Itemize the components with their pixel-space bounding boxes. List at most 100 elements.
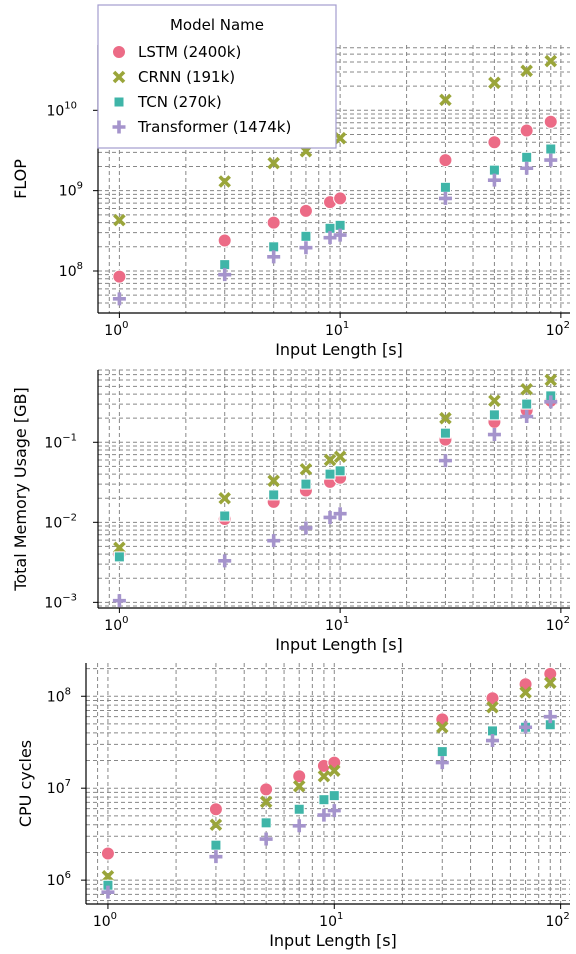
data-point: [219, 510, 231, 522]
data-point: [487, 135, 502, 150]
data-point: [544, 153, 558, 167]
data-point: [436, 720, 449, 734]
data-point: [209, 818, 223, 832]
data-point: [436, 746, 448, 758]
data-point: [544, 54, 558, 68]
chart-panel-2: 100 101 102 10−3 10−2 10−1 Input Length [s] Tot…: [11, 369, 570, 654]
data-point: [488, 409, 500, 421]
data-point: [520, 161, 534, 175]
data-point: [520, 64, 533, 78]
legend-entries: LSTM (2400k) CRNN (191k) TCN (270k) Transfo…: [112, 43, 291, 136]
data-point: [488, 394, 501, 408]
data-point: [209, 850, 223, 864]
y-tick-label: 10−2: [44, 512, 77, 531]
data-point: [519, 686, 532, 699]
data-point: [219, 259, 231, 271]
x-tick-label: 100: [104, 615, 128, 634]
data-point: [101, 870, 115, 883]
data-point: [438, 153, 453, 168]
series-crnn: [113, 373, 558, 555]
y-tick-label: 106: [47, 870, 71, 889]
data-point: [298, 203, 313, 218]
legend-entry: LSTM (2400k): [112, 43, 241, 61]
data-point: [218, 268, 232, 282]
data-point: [299, 462, 313, 476]
series-transformer: [112, 153, 558, 306]
legend-label: CRNN (191k): [138, 68, 235, 86]
data-point: [113, 213, 126, 227]
data-point: [293, 803, 305, 815]
x-tick-label: 102: [546, 615, 570, 634]
data-point: [267, 474, 280, 488]
legend-label: LSTM (2400k): [138, 43, 241, 61]
data-point: [544, 676, 557, 690]
data-point: [260, 817, 272, 829]
data-point: [488, 164, 500, 176]
data-point: [292, 779, 306, 793]
data-point: [259, 795, 273, 809]
data-point: [112, 292, 126, 306]
data-point: [543, 710, 557, 724]
series-lstm: [100, 666, 558, 861]
data-point: [520, 409, 534, 423]
data-point: [210, 839, 222, 851]
x-axis-title: Input Length [s]: [269, 931, 397, 950]
data-point: [323, 453, 337, 467]
y-tick-label: 107: [47, 778, 71, 797]
series-tcn: [102, 719, 556, 891]
data-point: [520, 382, 533, 396]
data-point: [328, 790, 340, 802]
x-tick-label: 101: [325, 320, 349, 339]
x-tick-label: 101: [319, 911, 343, 930]
y-axis-title: FLOP: [11, 159, 30, 199]
data-point: [544, 395, 558, 409]
legend-label: Transformer (1474k): [137, 118, 291, 136]
data-point: [267, 534, 281, 548]
legend-label: TCN (270k): [137, 93, 222, 111]
data-point: [323, 510, 337, 524]
y-tick-label: 109: [59, 181, 83, 200]
data-point: [267, 156, 280, 170]
data-point: [218, 554, 232, 568]
legend-title: Model Name: [170, 16, 264, 34]
data-point: [324, 468, 336, 480]
data-point: [268, 241, 280, 253]
legend-entry: Transformer (1474k): [112, 118, 291, 136]
data-point: [328, 764, 341, 777]
legend-marker: [113, 96, 125, 108]
chart-panel-1: 100 101 102 108 109 1010 Input Length [s] FLOP: [11, 45, 570, 359]
data-point: [292, 769, 307, 784]
data-point: [438, 454, 452, 468]
y-axis-title: Total Memory Usage [GB]: [11, 387, 30, 591]
legend-marker: [112, 70, 126, 84]
data-point: [292, 819, 306, 833]
legend-marker: [112, 120, 126, 134]
data-point: [101, 885, 115, 899]
data-point: [323, 231, 337, 245]
data-point: [218, 175, 231, 188]
data-point: [100, 846, 115, 861]
data-point: [488, 76, 501, 90]
chart-panel-3: 100 101 102 106 107 108 Input Length [s] CPU cy…: [16, 663, 570, 950]
y-axis-title: CPU cycles: [16, 740, 35, 827]
data-point: [438, 191, 452, 205]
data-point: [333, 450, 347, 463]
series-transformer: [112, 395, 558, 608]
data-point: [439, 427, 451, 439]
y-tick-label: 108: [59, 261, 83, 280]
data-point: [112, 594, 126, 608]
legend-entry: CRNN (191k): [112, 68, 235, 86]
data-point: [327, 804, 341, 818]
series-tcn: [219, 143, 557, 271]
x-axis-title: Input Length [s]: [275, 340, 403, 359]
data-point: [300, 230, 312, 242]
x-axis-title: Input Length [s]: [275, 635, 403, 654]
data-point: [519, 123, 534, 138]
x-tick-label: 100: [93, 911, 117, 930]
data-point: [113, 541, 126, 555]
y-tick-label: 1010: [46, 100, 77, 119]
data-point: [521, 151, 533, 163]
data-point: [259, 782, 274, 797]
series-transformer: [101, 710, 557, 899]
data-point: [259, 832, 273, 846]
